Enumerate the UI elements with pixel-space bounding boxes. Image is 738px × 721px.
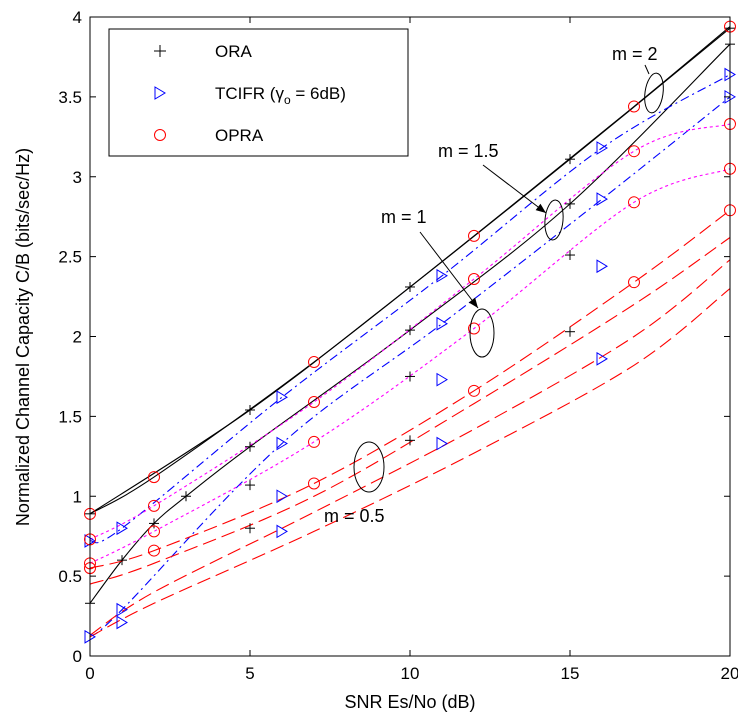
marker-opra — [468, 272, 480, 285]
annotation-ellipse-m-1-5 — [544, 199, 564, 241]
series-line-tcifr-m-1-5 — [89, 74, 731, 544]
marker-tcifr — [596, 259, 608, 274]
legend-marker-ora — [154, 45, 166, 57]
series-line-opra-m-0-5 — [89, 259, 731, 636]
marker-tcifr — [436, 372, 448, 387]
x-tick-label: 20 — [721, 664, 738, 683]
marker-ora — [565, 154, 575, 165]
annotation-arrow-m-1 — [419, 231, 479, 309]
series-line-tcifr-m-1-5 — [89, 96, 731, 638]
marker-ora — [405, 325, 415, 336]
legend-label-opra: OPRA — [215, 126, 264, 145]
legend-marker-opra — [154, 129, 166, 141]
series-curves — [89, 26, 731, 638]
y-tick-label: 3 — [73, 168, 82, 187]
marker-tcifr — [116, 602, 128, 617]
marker-opra — [148, 544, 160, 557]
marker-ora — [245, 441, 255, 452]
x-tick-label: 15 — [561, 664, 580, 683]
annotation-m-1-5: m = 1.5 — [438, 141, 499, 161]
y-tick-label: 3.5 — [58, 88, 82, 107]
marker-opra — [308, 477, 320, 490]
legend-marker-tcifr — [154, 86, 166, 100]
series-markers — [84, 20, 736, 644]
annotation-shapes — [353, 64, 664, 493]
marker-ora — [245, 480, 255, 491]
x-axis-label: SNR Es/No (dB) — [344, 692, 475, 712]
annotation-m-2: m = 2 — [612, 44, 658, 64]
annotation-leader-m-2 — [644, 64, 650, 75]
axis-ticks: 0 5 10 15 20 0 0.5 1 1.5 2 2.5 3 3.5 4 — [58, 8, 738, 683]
y-tick-label: 2 — [73, 328, 82, 347]
marker-tcifr — [276, 489, 288, 504]
annotation-m-0-5: m = 0.5 — [324, 506, 385, 526]
marker-ora — [117, 555, 127, 566]
legend: ORA TCIFR (γo = 6dB) OPRA — [108, 28, 409, 157]
marker-tcifr — [276, 524, 288, 539]
series-line-opra-m-1 — [89, 168, 731, 564]
y-tick-label: 1 — [73, 487, 82, 506]
marker-opra — [628, 145, 640, 158]
marker-opra — [628, 196, 640, 209]
marker-ora — [245, 523, 255, 534]
marker-opra — [148, 499, 160, 512]
marker-tcifr — [116, 521, 128, 536]
marker-opra — [468, 322, 480, 335]
marker-tcifr — [436, 316, 448, 331]
marker-ora — [245, 404, 255, 415]
y-tick-label: 0.5 — [58, 567, 82, 586]
marker-ora — [405, 371, 415, 382]
y-tick-label: 4 — [73, 8, 82, 27]
marker-ora — [565, 250, 575, 261]
marker-tcifr — [276, 390, 288, 405]
marker-opra — [308, 395, 320, 408]
series-line-opra-m-0-5 — [89, 237, 731, 585]
marker-tcifr — [436, 268, 448, 283]
marker-ora — [405, 281, 415, 292]
x-tick-label: 0 — [85, 664, 94, 683]
legend-label-ora: ORA — [215, 42, 253, 61]
marker-opra — [468, 229, 480, 242]
marker-opra — [148, 471, 160, 484]
annotation-ellipse-m-1 — [469, 308, 495, 358]
marker-ora — [565, 326, 575, 337]
marker-tcifr — [596, 351, 608, 366]
marker-opra — [308, 435, 320, 448]
legend-label-tcifr: TCIFR (γo = 6dB) — [215, 84, 346, 107]
marker-tcifr — [596, 141, 608, 155]
y-tick-label: 2.5 — [58, 248, 82, 267]
marker-tcifr — [436, 436, 448, 451]
x-tick-label: 10 — [401, 664, 420, 683]
y-axis-label: Normalized Channel Capacity C/B (bits/se… — [13, 148, 33, 526]
marker-ora — [405, 435, 415, 446]
marker-opra — [468, 384, 480, 397]
annotation-arrow-m-1-5 — [482, 164, 547, 214]
marker-opra — [628, 276, 640, 289]
annotation-m-1: m = 1 — [381, 207, 427, 227]
marker-tcifr — [276, 436, 288, 451]
y-tick-label: 1.5 — [58, 407, 82, 426]
marker-ora — [181, 491, 191, 502]
marker-opra — [628, 100, 640, 113]
annotation-ellipse-m-0-5 — [353, 441, 385, 493]
annotation-ellipse-m-2 — [644, 72, 664, 114]
marker-tcifr — [116, 615, 128, 630]
legend-box — [108, 28, 409, 157]
marker-ora — [565, 198, 575, 209]
series-line-opra-m-0-5 — [89, 209, 731, 569]
marker-tcifr — [596, 192, 608, 206]
x-tick-label: 5 — [245, 664, 254, 683]
marker-ora — [149, 518, 159, 529]
marker-opra — [148, 525, 160, 538]
y-tick-label: 0 — [73, 647, 82, 666]
marker-opra — [308, 356, 320, 369]
